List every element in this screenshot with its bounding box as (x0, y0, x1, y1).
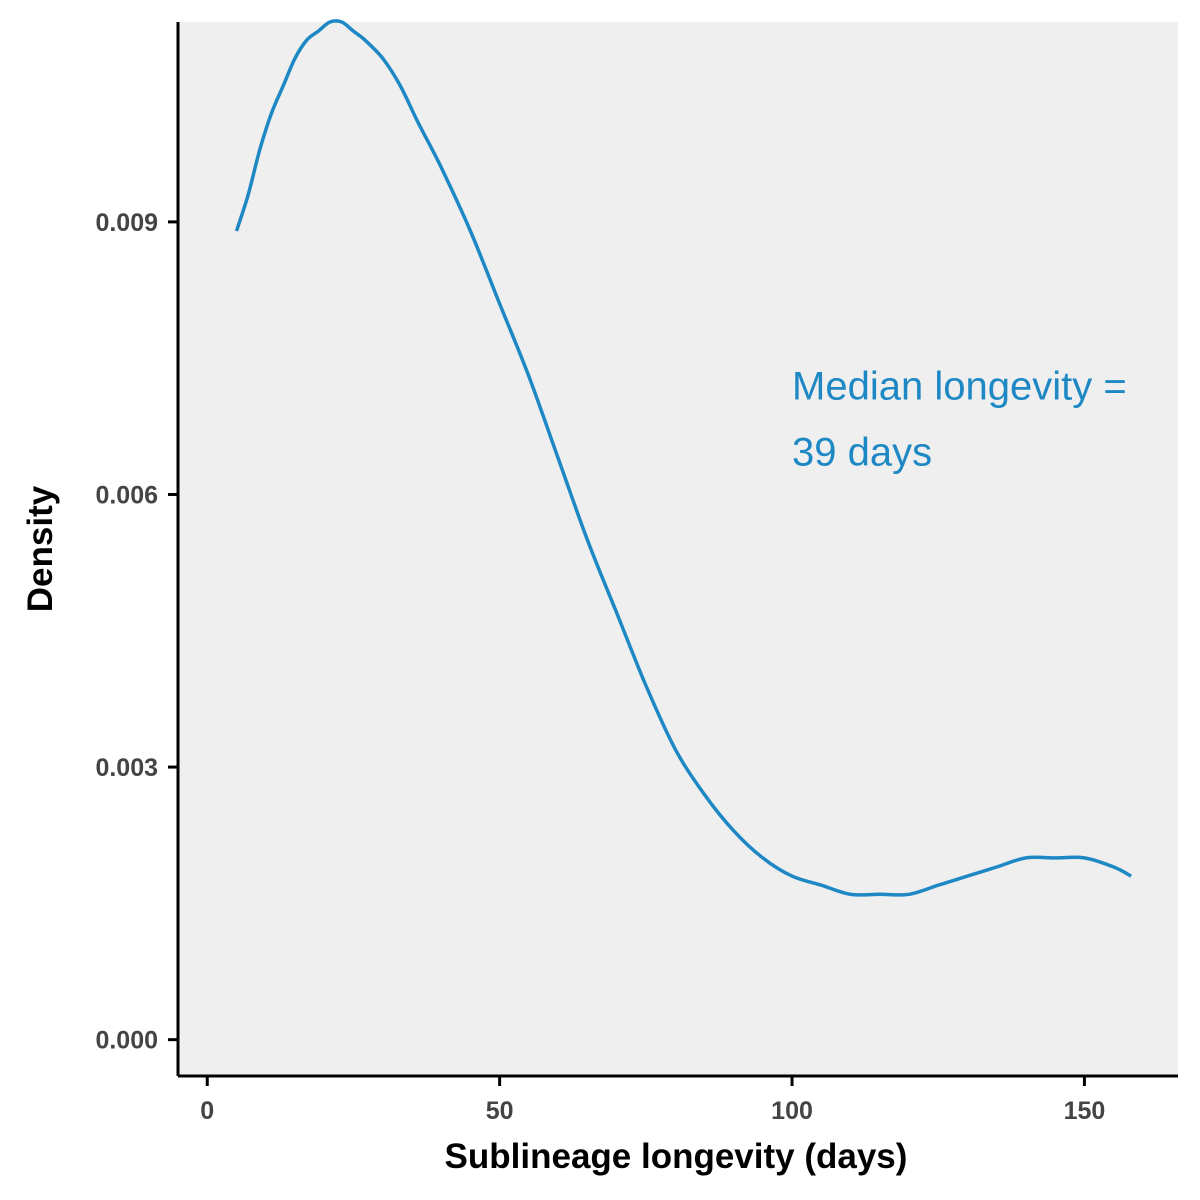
annotation-line: 39 days (792, 430, 932, 474)
x-tick-label: 150 (1064, 1097, 1106, 1125)
y-axis-ticks: 0.000 0.003 0.006 0.009 (95, 209, 178, 1055)
y-tick-label: 0.009 (95, 209, 158, 237)
y-tick-label: 0.000 (95, 1027, 158, 1055)
x-tick-label: 0 (200, 1097, 214, 1125)
y-tick-label: 0.003 (95, 754, 158, 782)
density-curve (234, 19, 1133, 897)
y-tick-label: 0.006 (95, 481, 158, 509)
plot-panel (178, 22, 1178, 1076)
y-axis-title: Density (21, 485, 60, 612)
median-annotation: Median longevity = 39 days (792, 364, 1127, 474)
x-tick-label: 50 (486, 1097, 514, 1125)
annotation-line: Median longevity = (792, 364, 1127, 408)
x-axis-ticks: 0 50 100 150 (200, 1076, 1105, 1125)
x-axis-title: Sublineage longevity (days) (445, 1137, 908, 1176)
x-tick-label: 100 (771, 1097, 813, 1125)
